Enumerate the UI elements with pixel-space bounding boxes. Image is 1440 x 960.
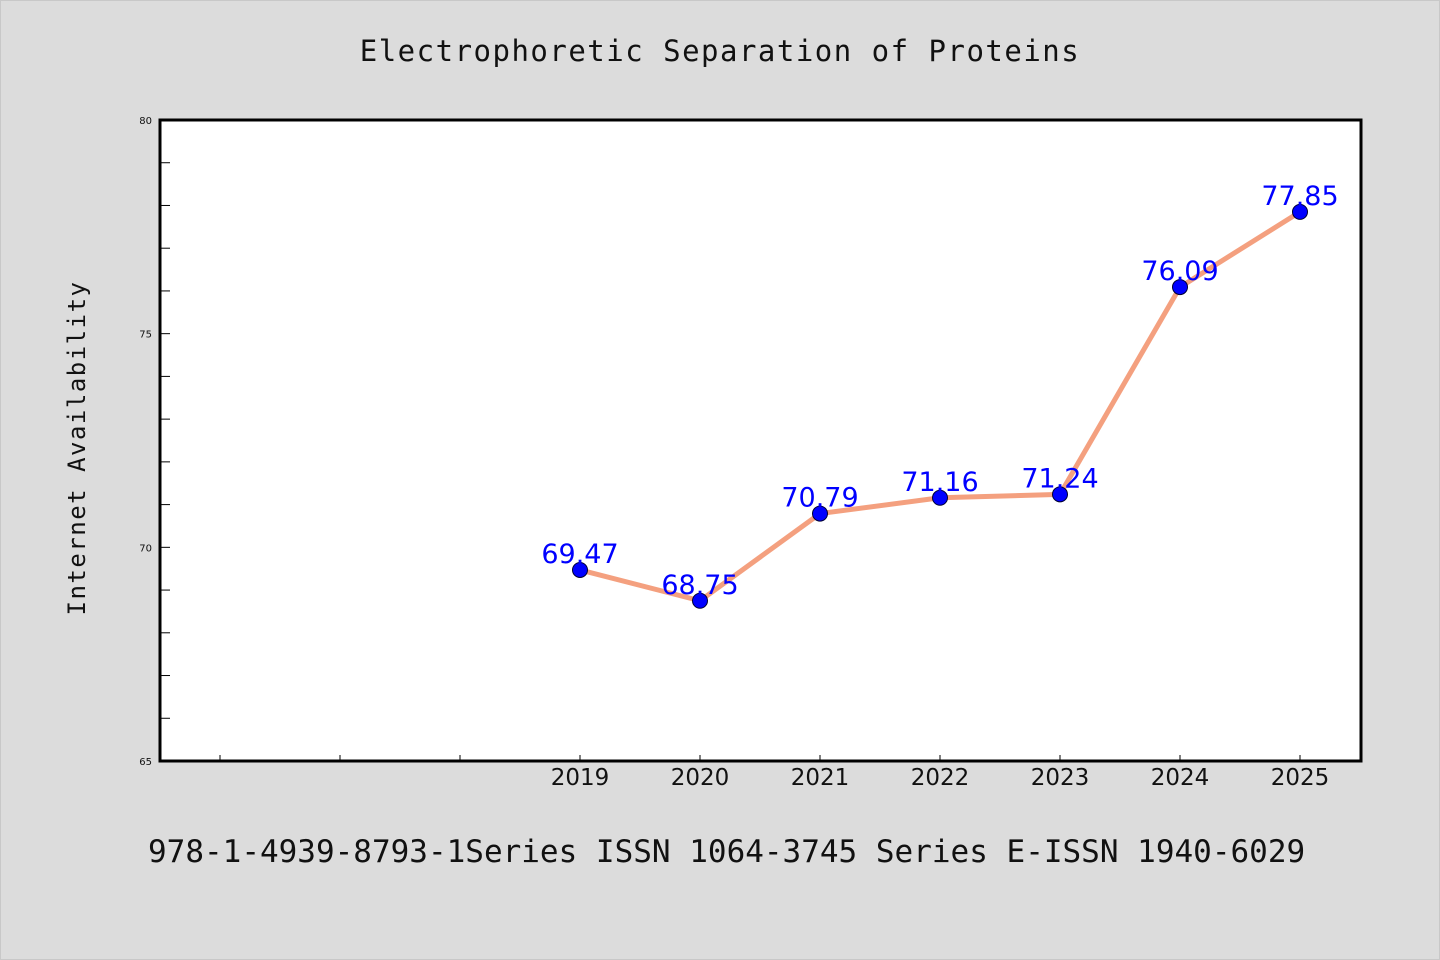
data-label: 77.85	[1261, 181, 1338, 212]
y-axis: 65 70 75 80	[139, 116, 170, 768]
series-group	[572, 203, 1308, 609]
data-label: 69.47	[541, 539, 618, 570]
data-point	[1052, 486, 1068, 503]
footer-isbn-text: 978-1-4939-8793-1Series ISSN 1064-3745 S…	[148, 834, 1306, 870]
plot-area	[158, 118, 1363, 763]
x-tick-label: 2020	[671, 765, 730, 791]
data-label: 71.16	[901, 467, 978, 498]
data-label: 70.79	[781, 483, 858, 514]
y-tick-label: 80	[139, 116, 152, 127]
x-axis: 2019 2020 2021 2022 2023 2024 2025	[219, 755, 1330, 791]
chart-title: Electrophoretic Separation of Proteins	[359, 34, 1081, 68]
x-tick-label: 2021	[791, 765, 850, 791]
data-point	[572, 561, 588, 578]
data-point	[812, 505, 828, 522]
x-tick-label: 2022	[911, 765, 970, 791]
data-label: 68.75	[661, 570, 738, 601]
y-tick-label: 70	[139, 543, 152, 554]
x-tick-label: 2023	[1031, 765, 1090, 791]
data-label: 76.09	[1141, 256, 1218, 287]
y-tick-label: 65	[139, 757, 152, 768]
x-tick-label: 2025	[1271, 765, 1330, 791]
y-tick-label: 75	[139, 330, 152, 341]
data-point	[932, 489, 948, 506]
x-tick-label: 2019	[551, 765, 610, 791]
data-point	[692, 592, 708, 609]
data-point	[1172, 279, 1188, 296]
x-tick-label: 2024	[1151, 765, 1210, 791]
data-point	[1292, 203, 1308, 220]
data-label: 71.24	[1021, 463, 1098, 494]
data-labels: 69.47 68.75 70.79 71.16 71.24 76.09 77.85	[541, 181, 1338, 601]
